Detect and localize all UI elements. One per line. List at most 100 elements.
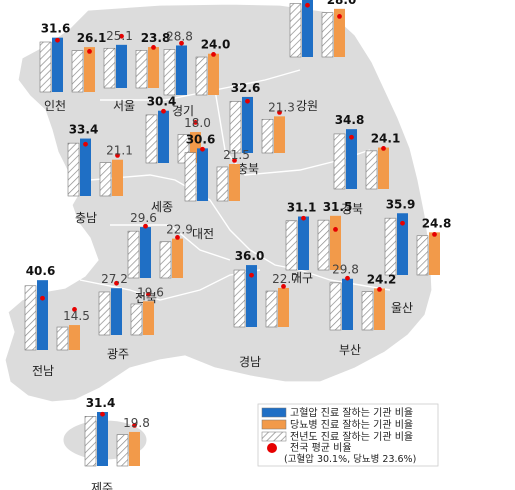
diabetes-avg-dot (72, 307, 77, 312)
diabetes-bar (229, 164, 240, 201)
hypertension-value-label: 36.0 (235, 249, 265, 263)
region-4: 32.6 21.3 충북 (229, 81, 295, 176)
hypertension-bar (97, 411, 108, 466)
legend-hypertension-label: 고혈압 진료 잘하는 기관 비율 (290, 406, 413, 419)
hypertension-prev-bar (67, 142, 80, 197)
diabetes-prev-bar (317, 219, 330, 271)
diabetes-value-label: 24.1 (371, 132, 401, 146)
diabetes-bar (84, 47, 95, 92)
hypertension-avg-dot (249, 272, 254, 278)
diabetes-value-label: 24.2 (367, 272, 397, 286)
region-name-label: 제주 (91, 481, 113, 490)
region-12: 36.0 22.7 경남 (233, 249, 299, 369)
hypertension-value-label: 31.1 (287, 201, 317, 215)
hypertension-prev-bar (184, 152, 197, 202)
hypertension-prev-bar (333, 133, 346, 190)
region-name-label: 강원 (296, 99, 318, 113)
legend-box (257, 403, 439, 467)
diabetes-avg-dot (193, 120, 198, 125)
hypertension-value-label: 30.6 (186, 132, 216, 146)
hypertension-avg-dot (305, 2, 310, 8)
diabetes-bar (143, 301, 154, 335)
diabetes-avg-dot (337, 14, 342, 19)
hypertension-avg-dot (40, 295, 45, 301)
hypertension-prev-bar (98, 291, 111, 336)
legend-diabetes-label: 당뇨병 진료 잘하는 기관 비율 (290, 418, 413, 431)
region-5: 30.4 18.0 세종 (145, 95, 211, 214)
hypertension-avg-dot (345, 275, 350, 281)
diabetes-bar (69, 325, 80, 350)
diabetes-avg-dot (281, 284, 286, 289)
legend-diabetes-swatch (261, 419, 287, 430)
hypertension-prev-bar (127, 230, 140, 279)
region-name-label: 부산 (339, 343, 361, 357)
hypertension-bar (246, 265, 257, 327)
diabetes-avg-dot (333, 227, 338, 232)
hypertension-value-label: 40.6 (26, 264, 56, 278)
diabetes-bar (190, 132, 201, 163)
hypertension-avg-dot (179, 40, 184, 46)
diabetes-value-label: 22.9 (166, 223, 193, 237)
bars-layer: 31.626.1인천25.123.8서울28.824.0경기33.828.0강원… (24, 0, 451, 490)
diabetes-prev-bar (177, 134, 190, 164)
diabetes-value-label: 31.5 (323, 200, 353, 214)
region-11: 35.9 24.8 울산 (384, 197, 451, 315)
hypertension-bar (302, 0, 313, 58)
hypertension-bar (116, 44, 127, 88)
legend-prev-year-label: 전년도 진료 잘하는 기관 비율 (290, 430, 413, 443)
diabetes-prev-bar (135, 50, 148, 89)
diabetes-value-label: 21.1 (106, 144, 133, 158)
hypertension-bar (242, 96, 253, 153)
diabetes-value-label: 23.8 (141, 31, 171, 45)
hypertension-avg-dot (143, 223, 148, 229)
diabetes-prev-bar (416, 235, 429, 276)
diabetes-value-label: 19.6 (137, 285, 164, 299)
hypertension-prev-bar (145, 114, 158, 164)
diabetes-avg-dot (175, 235, 180, 240)
diabetes-value-label: 24.0 (201, 38, 231, 52)
hypertension-prev-bar (24, 285, 37, 351)
region-name-label: 경북 (341, 202, 363, 216)
region-name-label: 대구 (291, 271, 313, 285)
diabetes-bar (378, 147, 389, 189)
hypertension-value-label: 25.1 (106, 29, 133, 43)
diabetes-avg-dot (115, 153, 120, 158)
diabetes-value-label: 14.5 (63, 309, 90, 323)
hypertension-value-label: 34.8 (335, 113, 365, 127)
hypertension-value-label: 31.6 (41, 22, 71, 36)
diabetes-avg-dot (211, 52, 216, 57)
diabetes-value-label: 18.0 (184, 116, 211, 130)
hypertension-bar (176, 45, 187, 95)
hypertension-value-label: 30.4 (147, 95, 177, 109)
diabetes-prev-bar (130, 303, 143, 336)
hypertension-value-label: 29.6 (130, 211, 157, 225)
region-0: 31.6 26.1 인천 (39, 22, 106, 113)
hypertension-bar (158, 110, 169, 163)
hypertension-value-label: 35.9 (386, 197, 416, 211)
diabetes-avg-dot (432, 232, 437, 237)
legend-national-avg-label: 전국 평균 비율 (290, 442, 352, 454)
diabetes-bar (208, 53, 219, 95)
diabetes-avg-dot (277, 110, 282, 115)
diabetes-prev-bar (71, 50, 84, 93)
region-2: 28.8 24.0 경기 (163, 29, 231, 118)
diabetes-prev-bar (361, 291, 374, 331)
hypertension-bar (342, 278, 353, 330)
diabetes-value-label: 28.0 (327, 0, 357, 7)
region-name-label: 광주 (107, 347, 129, 361)
region-6: 33.4 21.1 충남 (67, 123, 133, 225)
diabetes-bar (278, 287, 289, 327)
diabetes-avg-dot (132, 423, 137, 428)
hypertension-value-label: 29.8 (332, 263, 359, 277)
region-name-label: 경남 (239, 355, 261, 369)
region-3: 33.828.0강원 (289, 0, 357, 113)
region-13: 29.8 24.2 부산 (329, 263, 397, 357)
diabetes-bar (148, 47, 159, 88)
diabetes-bar (330, 215, 341, 270)
hypertension-avg-dot (83, 141, 88, 147)
region-16: 31.4 19.8 제주 (84, 396, 150, 490)
region-10: 31.1 31.5 대구 (285, 200, 353, 285)
